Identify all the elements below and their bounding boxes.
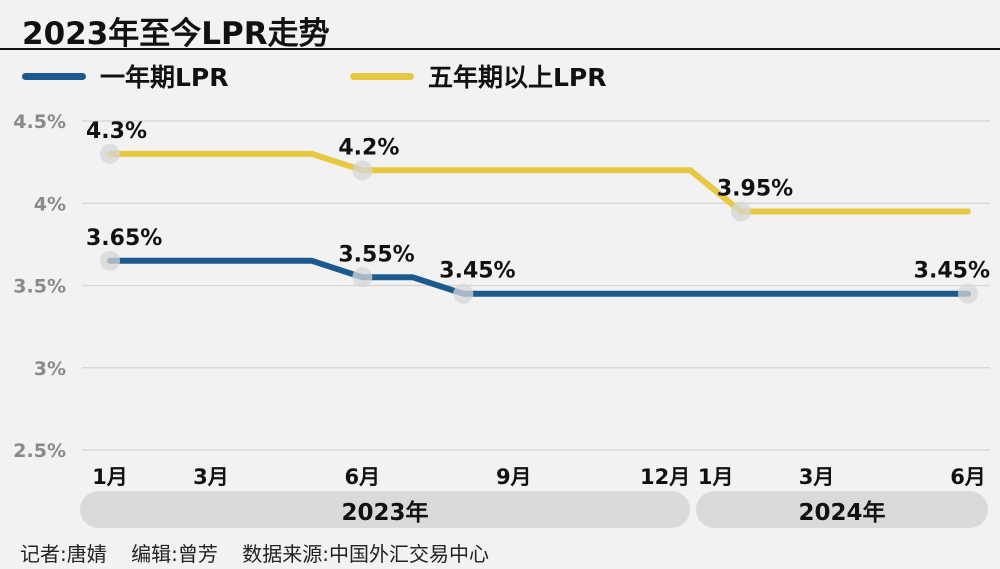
lpr-line-chart: 2.5% 3% 3.5% 4% 4.5% 1月 3月 6月 9月 12月 1月 3月 6月 4.3% 4.2… xyxy=(13,111,990,489)
data-label: 3.95% xyxy=(717,176,793,201)
year-band-2023: 2023年 xyxy=(80,491,690,528)
x-tick-label: 6月 xyxy=(950,465,986,489)
x-tick-label: 3月 xyxy=(193,465,229,489)
data-label: 3.45% xyxy=(914,259,990,284)
data-label: 3.45% xyxy=(439,259,515,284)
x-tick-label: 9月 xyxy=(496,465,532,489)
x-tick-label: 3月 xyxy=(799,465,835,489)
data-point-marker xyxy=(730,201,751,222)
data-point-marker xyxy=(352,160,373,181)
series-line-five-year xyxy=(107,150,971,215)
y-tick-label: 3.5% xyxy=(13,276,66,298)
data-point-marker xyxy=(453,283,474,304)
legend-swatch-five-year xyxy=(350,72,414,80)
credit-source: 数据来源:中国外汇交易中心 xyxy=(242,542,489,566)
legend-item-five-year: 五年期以上LPR xyxy=(350,60,607,92)
data-label: 4.2% xyxy=(338,135,399,160)
data-label: 4.3% xyxy=(86,119,147,144)
year-band-2024: 2024年 xyxy=(696,491,988,528)
legend-swatch-one-year xyxy=(22,72,86,80)
x-tick-label: 1月 xyxy=(698,465,734,489)
credit-reporter: 记者:唐婧 xyxy=(20,542,107,566)
data-point-marker xyxy=(958,283,978,304)
data-point-marker xyxy=(352,267,373,288)
x-tick-label: 12月 xyxy=(640,465,690,489)
credit-line: 记者:唐婧 编辑:曾芳 数据来源:中国外汇交易中心 xyxy=(20,538,507,567)
legend-label-one-year: 一年期LPR xyxy=(100,63,229,92)
data-point-marker xyxy=(100,143,120,164)
series-line-one-year xyxy=(107,257,971,297)
data-label: 3.55% xyxy=(338,242,414,267)
y-tick-label: 4.5% xyxy=(13,111,66,133)
y-tick-label: 2.5% xyxy=(13,440,66,462)
x-tick-label: 1月 xyxy=(92,465,128,489)
x-tick-label: 6月 xyxy=(345,465,381,489)
chart-title: 2023年至今LPR走势 xyxy=(22,16,330,52)
legend-item-one-year: 一年期LPR xyxy=(22,60,229,92)
data-point-marker xyxy=(100,250,120,271)
year-label-2023: 2023年 xyxy=(341,499,429,526)
y-tick-label: 4% xyxy=(34,193,66,215)
y-tick-label: 3% xyxy=(34,358,66,380)
data-label: 3.65% xyxy=(86,226,162,251)
credit-editor: 编辑:曾芳 xyxy=(131,542,218,566)
legend-label-five-year: 五年期以上LPR xyxy=(428,63,607,92)
year-label-2024: 2024年 xyxy=(798,499,886,526)
title-divider xyxy=(0,48,1000,50)
